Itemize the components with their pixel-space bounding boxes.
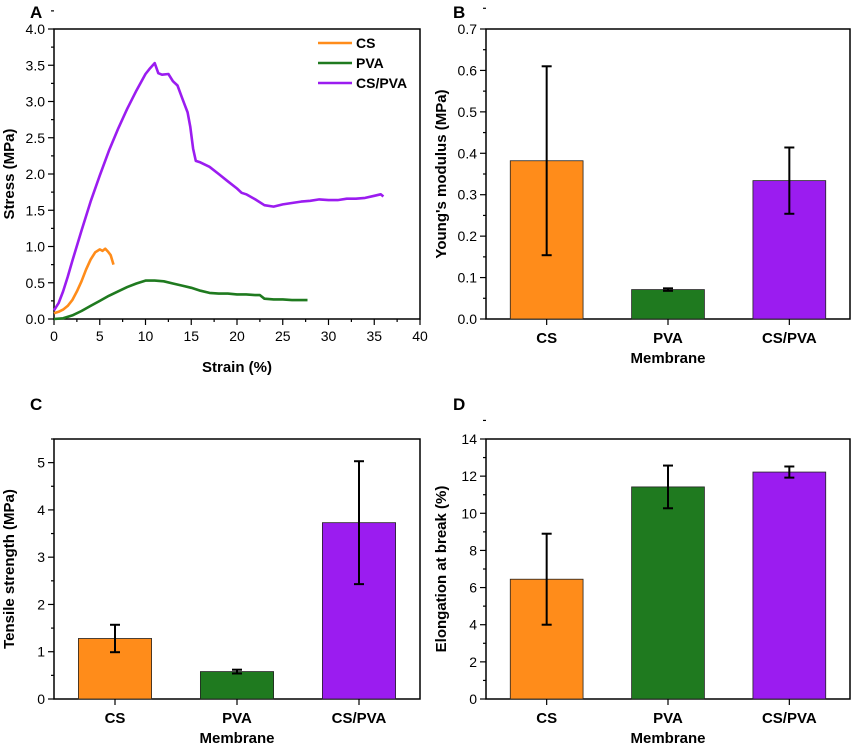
y-tick-label: 2 xyxy=(37,596,45,612)
series-line-pva xyxy=(53,279,308,321)
series-line-cs xyxy=(53,247,115,315)
x-tick-label: 0 xyxy=(50,328,58,344)
bar-pva xyxy=(199,671,274,700)
panel-c-tensile-strength-chart: C 0 1 2 3 4 5 Tensile strength (MPa) CS PVA CS/PVA… xyxy=(1,395,421,747)
y-tick-label: 0.7 xyxy=(458,21,478,37)
legend-label-cs: CS xyxy=(356,35,375,51)
panel-letter: B xyxy=(453,3,465,22)
panel-letter: A xyxy=(30,3,42,22)
y-tick-label: 12 xyxy=(461,468,477,484)
category-label-cs-pva: CS/PVA xyxy=(332,710,387,727)
y-tick-label: 0 xyxy=(469,691,477,707)
x-tick-label: 35 xyxy=(366,328,382,344)
category-label-pva: PVA xyxy=(653,710,683,727)
y-tick-label: 2 xyxy=(469,654,477,670)
y-tick-label: 0.0 xyxy=(26,311,46,327)
category-label-cs: CS xyxy=(536,710,557,727)
panel-d-elongation-chart: D 0 2 4 6 8 10 12 14 Elongation at break (%) CS PVA… xyxy=(433,395,851,747)
y-tick-label: 1.5 xyxy=(26,202,46,218)
y-tick-label: 0.2 xyxy=(458,228,478,244)
bar-pva xyxy=(631,289,705,320)
category-label-pva: PVA xyxy=(653,330,683,347)
y-tick-label: 0 xyxy=(37,691,45,707)
legend-label-cs-pva: CS/PVA xyxy=(356,75,407,91)
y-tick-label: 4.0 xyxy=(26,21,46,37)
x-tick-label: 40 xyxy=(412,328,428,344)
x-tick-label: 25 xyxy=(275,328,291,344)
bar-cs-pva xyxy=(752,471,827,700)
panel-letter: D xyxy=(453,395,465,414)
category-label-cs: CS xyxy=(105,710,126,727)
y-tick-label: 0.3 xyxy=(458,187,478,203)
y-tick-label: 0.1 xyxy=(458,270,478,286)
y-axis-title: Tensile strength (MPa) xyxy=(1,489,18,649)
y-tick-label: 4 xyxy=(469,617,477,633)
x-tick-label: 30 xyxy=(321,328,337,344)
panel-b-youngs-modulus-chart: B 0.0 0.1 0.2 0.3 0.4 0.5 0.6 0.7 Young's modulus… xyxy=(433,3,851,367)
panel-letter: C xyxy=(30,395,42,414)
y-tick-label: 0.5 xyxy=(26,275,46,291)
x-axis-title: Membrane xyxy=(199,730,274,747)
category-label-pva: PVA xyxy=(222,710,252,727)
legend-label-pva: PVA xyxy=(356,55,384,71)
category-label-cs-pva: CS/PVA xyxy=(762,710,817,727)
x-tick-label: 20 xyxy=(229,328,245,344)
y-axis-title: Elongation at break (%) xyxy=(433,486,450,653)
y-tick-label: 5 xyxy=(37,455,45,471)
y-tick-label: 0.5 xyxy=(458,104,478,120)
y-tick-label: 3.5 xyxy=(26,57,46,73)
y-tick-label: 2.0 xyxy=(26,166,46,182)
x-tick-label: 5 xyxy=(96,328,104,344)
x-tick-label: 10 xyxy=(138,328,154,344)
x-axis-title: Membrane xyxy=(630,350,705,367)
x-tick-label: 15 xyxy=(183,328,199,344)
x-axis-title: Membrane xyxy=(630,730,705,747)
y-tick-label: 6 xyxy=(469,580,477,596)
y-tick-label: 0.6 xyxy=(458,62,478,78)
y-tick-label: 1.0 xyxy=(26,239,46,255)
panel-a-stress-strain-chart: A 0.0 0.5 1.0 1.5 2.0 2.5 3.0 3.5 4.0 Stress (MPa)… xyxy=(1,3,428,376)
y-axis-title: Stress (MPa) xyxy=(1,129,18,220)
y-tick-label: 0.4 xyxy=(458,145,478,161)
y-tick-label: 4 xyxy=(37,502,45,518)
y-tick-label: 10 xyxy=(461,505,477,521)
y-tick-label: 3 xyxy=(37,549,45,565)
category-label-cs: CS xyxy=(536,330,557,347)
y-tick-label: 2.5 xyxy=(26,130,46,146)
plot-frame xyxy=(53,28,421,320)
y-tick-label: 3.0 xyxy=(26,94,46,110)
y-tick-label: 8 xyxy=(469,542,477,558)
y-tick-label: 1 xyxy=(37,644,45,660)
series-line-cs-pva xyxy=(52,61,385,311)
bar-pva xyxy=(631,486,705,700)
y-tick-label: 0.0 xyxy=(458,311,478,327)
x-axis-title: Strain (%) xyxy=(202,359,272,376)
category-label-cs-pva: CS/PVA xyxy=(762,330,817,347)
y-tick-label: 14 xyxy=(461,431,477,447)
y-axis-title: Young's modulus (MPa) xyxy=(433,89,450,258)
